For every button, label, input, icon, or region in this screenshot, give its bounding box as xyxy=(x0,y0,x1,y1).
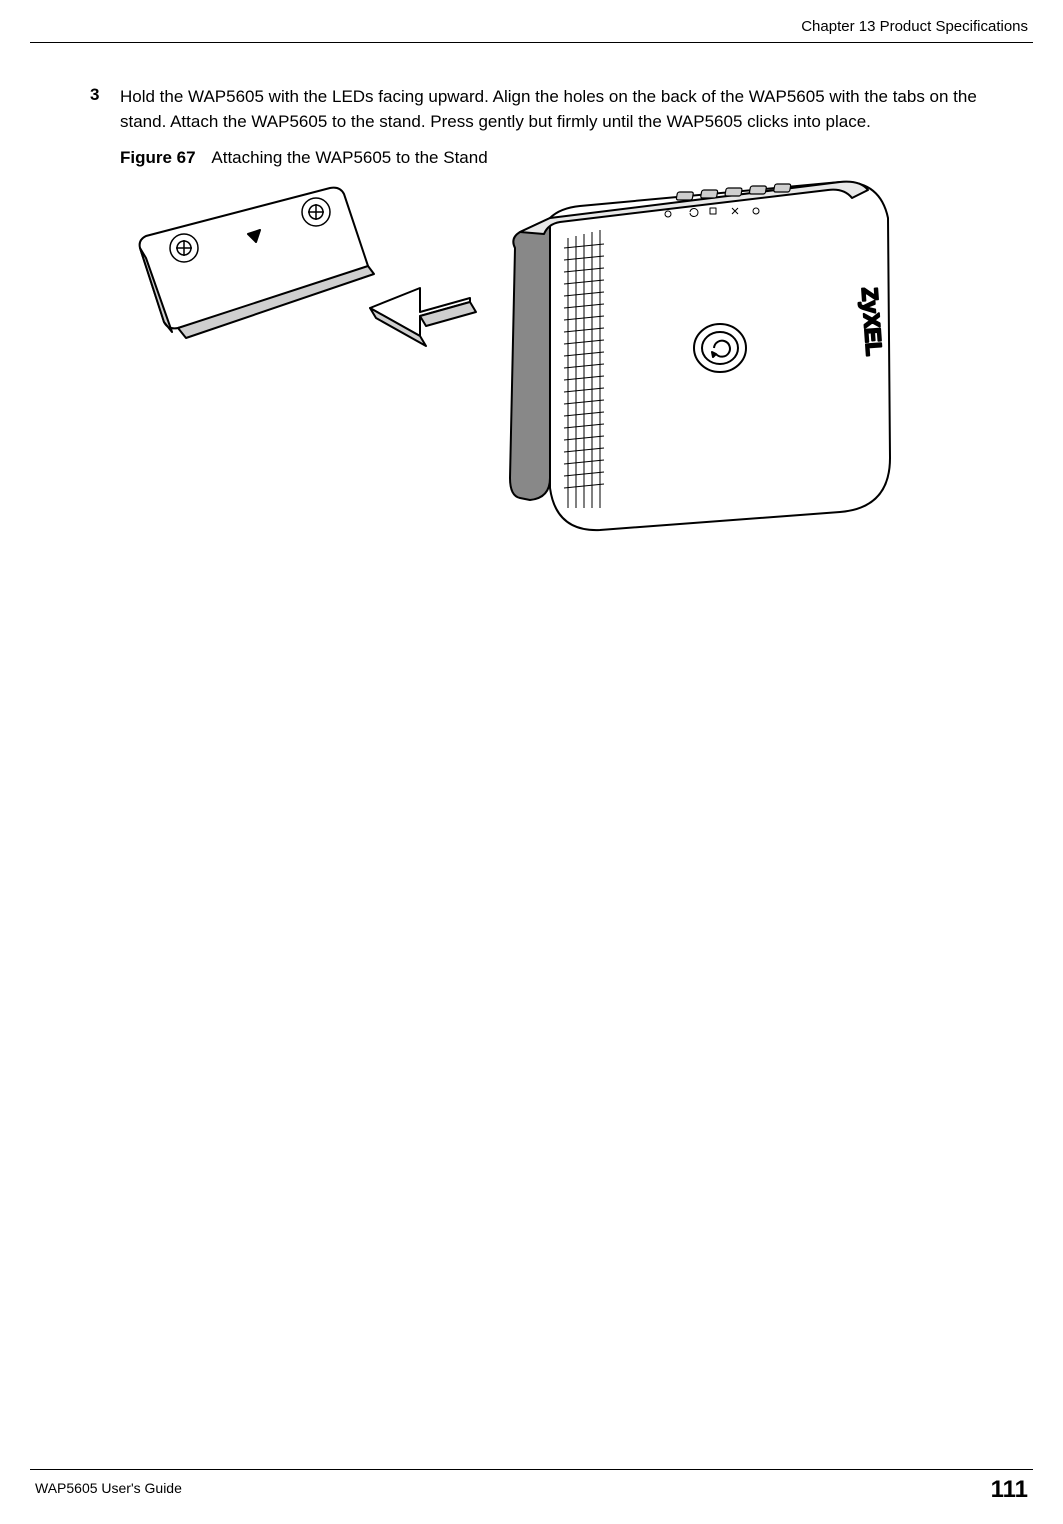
footer-page-number: 111 xyxy=(991,1476,1028,1504)
device-attach-icon: ZyXEL xyxy=(120,178,900,538)
chapter-title: Chapter 13 Product Specifications xyxy=(801,18,1028,35)
step-number: 3 xyxy=(90,85,120,105)
figure-caption-text: Attaching the WAP5605 to the Stand xyxy=(211,148,487,167)
figure-caption: Figure 67 Attaching the WAP5605 to the S… xyxy=(120,148,1008,168)
body-content: 3 Hold the WAP5605 with the LEDs facing … xyxy=(90,85,1008,538)
step-row: 3 Hold the WAP5605 with the LEDs facing … xyxy=(90,85,1008,134)
figure-illustration: ZyXEL xyxy=(120,178,900,538)
step-text: Hold the WAP5605 with the LEDs facing up… xyxy=(120,85,1008,134)
brand-text: ZyXEL xyxy=(857,287,887,357)
footer-rule xyxy=(30,1469,1033,1470)
header-rule xyxy=(30,42,1033,43)
footer-guide-name: WAP5605 User's Guide xyxy=(35,1480,182,1496)
figure-label: Figure 67 xyxy=(120,148,196,167)
page: Chapter 13 Product Specifications 3 Hold… xyxy=(0,0,1063,1524)
